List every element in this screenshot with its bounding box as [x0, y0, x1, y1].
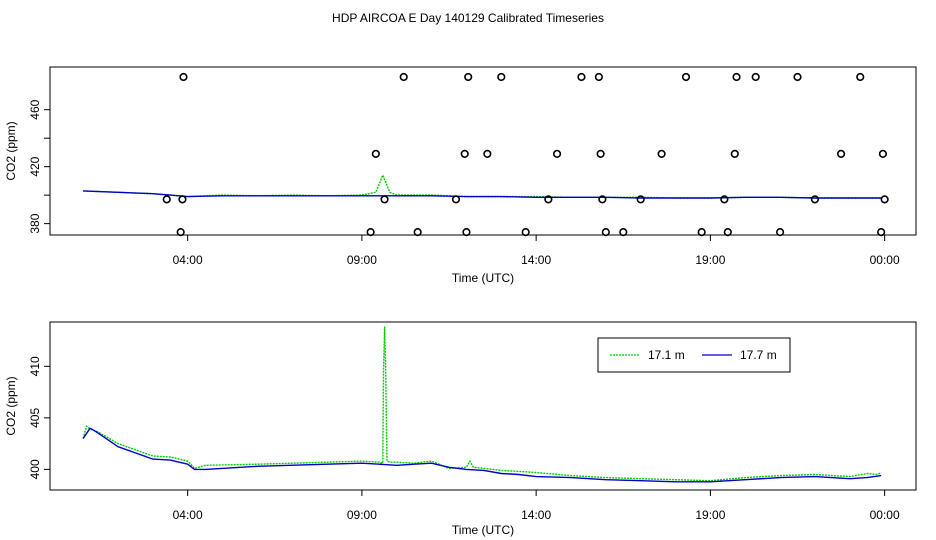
- x-tick-label: 14:00: [521, 253, 551, 267]
- top-plot-frame: [49, 66, 917, 236]
- data-point-circle: [497, 72, 506, 82]
- data-point-circle: [521, 228, 530, 237]
- data-point-circle: [598, 195, 607, 204]
- data-point-circle: [751, 72, 760, 82]
- data-point-circle: [594, 72, 603, 82]
- y-tick-label: 380: [28, 213, 42, 233]
- data-point-circle: [464, 72, 473, 82]
- legend-label-17-7m: 17.7 m: [740, 348, 777, 362]
- data-point-circle: [544, 195, 553, 204]
- data-point-circle: [162, 195, 171, 204]
- data-point-circle: [878, 149, 887, 158]
- data-point-circle: [681, 72, 691, 82]
- data-point-circle: [451, 195, 461, 204]
- data-point-circle: [836, 149, 846, 158]
- top-x-axis-label: Time (UTC): [452, 271, 514, 285]
- data-point-circle: [371, 149, 380, 158]
- legend-label-17-1m: 17.1 m: [648, 348, 685, 362]
- data-point-circle: [856, 72, 865, 82]
- bottom-y-axis-label: CO2 (ppm): [4, 376, 18, 435]
- data-point-circle: [880, 195, 889, 204]
- chart-legend: 17.1 m 17.7 m: [597, 337, 791, 373]
- data-point-circle: [619, 228, 628, 237]
- data-point-circle: [720, 195, 729, 204]
- data-point-circle: [179, 72, 188, 82]
- series-line: [83, 190, 882, 199]
- data-point-circle: [462, 228, 471, 237]
- top-y-axis-label: CO2 (ppm): [4, 121, 18, 180]
- series-line: [83, 174, 882, 199]
- data-point-circle: [577, 72, 586, 82]
- y-tick-label: 420: [28, 156, 42, 176]
- data-point-circle: [380, 195, 389, 204]
- y-tick-label: 405: [28, 408, 42, 428]
- x-tick-label: 14:00: [521, 508, 551, 522]
- y-tick-label: 400: [28, 459, 42, 479]
- series-line: [82, 427, 882, 483]
- x-tick-label: 04:00: [173, 253, 203, 267]
- x-tick-label: 00:00: [870, 508, 900, 522]
- chart-title: HDP AIRCOA E Day 140129 Calibrated Times…: [332, 11, 604, 25]
- x-tick-label: 00:00: [870, 253, 900, 267]
- x-tick-label: 19:00: [695, 253, 725, 267]
- data-point-circle: [697, 228, 706, 237]
- data-point-circle: [877, 228, 886, 237]
- data-point-circle: [596, 149, 605, 158]
- data-point-circle: [730, 149, 739, 158]
- x-tick-label: 09:00: [347, 253, 377, 267]
- data-point-circle: [399, 72, 408, 82]
- data-point-circle: [775, 228, 785, 237]
- bottom-panel: Time (UTC) CO2 (ppm) 04:00 09:00 14:00 19:0…: [4, 321, 917, 537]
- x-tick-label: 09:00: [347, 508, 377, 522]
- data-point-circle: [366, 228, 375, 237]
- x-tick-label: 19:00: [695, 508, 725, 522]
- data-point-circle: [732, 72, 741, 82]
- data-point-circle: [552, 149, 562, 158]
- data-point-circle: [810, 195, 820, 204]
- y-tick-label: 460: [28, 99, 42, 119]
- data-point-circle: [176, 228, 185, 237]
- series-line: [82, 326, 882, 482]
- data-point-circle: [413, 228, 422, 237]
- y-tick-label: 410: [28, 356, 42, 376]
- data-point-circle: [460, 149, 469, 158]
- data-point-circle: [178, 195, 187, 204]
- data-point-circle: [723, 228, 732, 237]
- top-panel: Time (UTC) CO2 (ppm) 04:00 09:00 14:00 19:0…: [4, 66, 917, 285]
- data-point-circle: [636, 195, 645, 204]
- data-point-circle: [601, 228, 610, 237]
- data-point-circle: [793, 72, 802, 82]
- x-tick-label: 04:00: [173, 508, 203, 522]
- bottom-plot-frame: [49, 321, 917, 491]
- data-point-circle: [657, 149, 666, 158]
- data-point-circle: [483, 149, 492, 158]
- bottom-x-axis-label: Time (UTC): [452, 523, 514, 537]
